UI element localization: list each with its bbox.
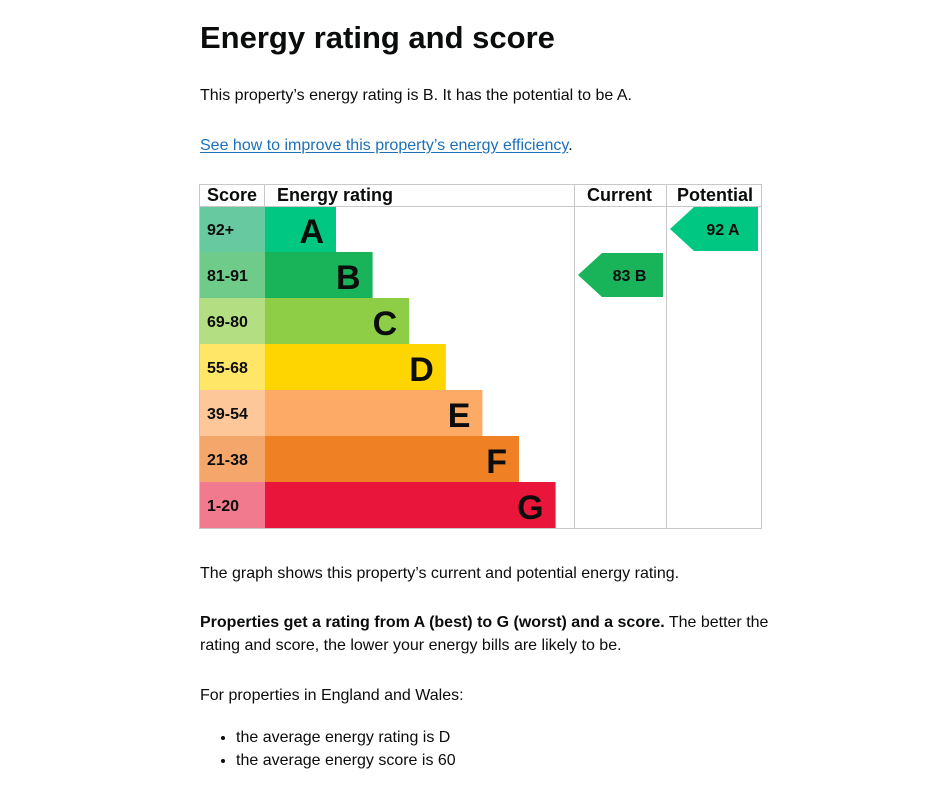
score-cell-e xyxy=(200,390,265,436)
average-score-item: the average energy score is 60 xyxy=(236,749,456,772)
score-cell-c xyxy=(200,298,265,344)
chart-border xyxy=(199,184,762,529)
score-cell-g xyxy=(200,482,265,528)
current-rating-arrow xyxy=(578,253,663,297)
page-title: Energy rating and score xyxy=(200,20,555,55)
average-intro: For properties in England and Wales: xyxy=(200,687,464,704)
rating-band-a xyxy=(265,206,336,252)
rating-intro: This property’s energy rating is B. It h… xyxy=(200,87,632,104)
average-list: the average energy rating is D the avera… xyxy=(200,726,456,772)
score-range-b: 81-91 xyxy=(207,268,248,285)
rating-band-c xyxy=(265,298,410,344)
potential-rating-label: 92 A xyxy=(706,222,740,239)
rating-band-e xyxy=(265,390,483,436)
score-range-e: 39-54 xyxy=(207,406,248,423)
band-letter-g: G xyxy=(517,489,543,527)
band-letter-f: F xyxy=(486,443,507,481)
band-letter-c: C xyxy=(373,305,398,343)
score-cell-a xyxy=(200,206,265,252)
rating-band-f xyxy=(265,436,519,482)
improve-link-line: See how to improve this property’s energ… xyxy=(200,134,573,157)
header-score: Score xyxy=(207,185,257,205)
header-potential: Potential xyxy=(677,185,753,205)
rating-description-rest: The better the rating and score, the low… xyxy=(200,614,769,654)
rating-description: Properties get a rating from A (best) to… xyxy=(200,611,775,657)
improve-efficiency-link[interactable]: See how to improve this property’s energ… xyxy=(200,137,569,154)
score-cell-f xyxy=(200,436,265,482)
band-letter-b: B xyxy=(336,259,361,297)
link-suffix: . xyxy=(568,137,573,154)
current-rating-label: 83 B xyxy=(613,268,647,285)
energy-rating-chart: Score Energy rating Current Potential 92+ A 81… xyxy=(199,184,762,529)
rating-band-d xyxy=(265,344,446,390)
band-letter-a: A xyxy=(299,213,324,251)
graph-description: The graph shows this property’s current … xyxy=(200,565,680,582)
score-cell-d xyxy=(200,344,265,390)
band-letter-e: E xyxy=(448,397,471,435)
band-letter-d: D xyxy=(409,351,434,389)
header-energy-rating: Energy rating xyxy=(277,185,393,205)
rating-band-b xyxy=(265,252,373,298)
rating-description-bold: Properties get a rating from A (best) to… xyxy=(200,614,665,631)
potential-rating-arrow xyxy=(670,207,758,251)
score-range-c: 69-80 xyxy=(207,314,248,331)
rating-band-g xyxy=(265,482,556,528)
score-range-a: 92+ xyxy=(207,222,234,239)
score-range-d: 55-68 xyxy=(207,360,248,377)
score-range-g: 1-20 xyxy=(207,498,239,515)
score-range-f: 21-38 xyxy=(207,452,248,469)
score-cell-b xyxy=(200,252,265,298)
average-rating-item: the average energy rating is D xyxy=(236,726,456,749)
header-current: Current xyxy=(587,185,652,205)
